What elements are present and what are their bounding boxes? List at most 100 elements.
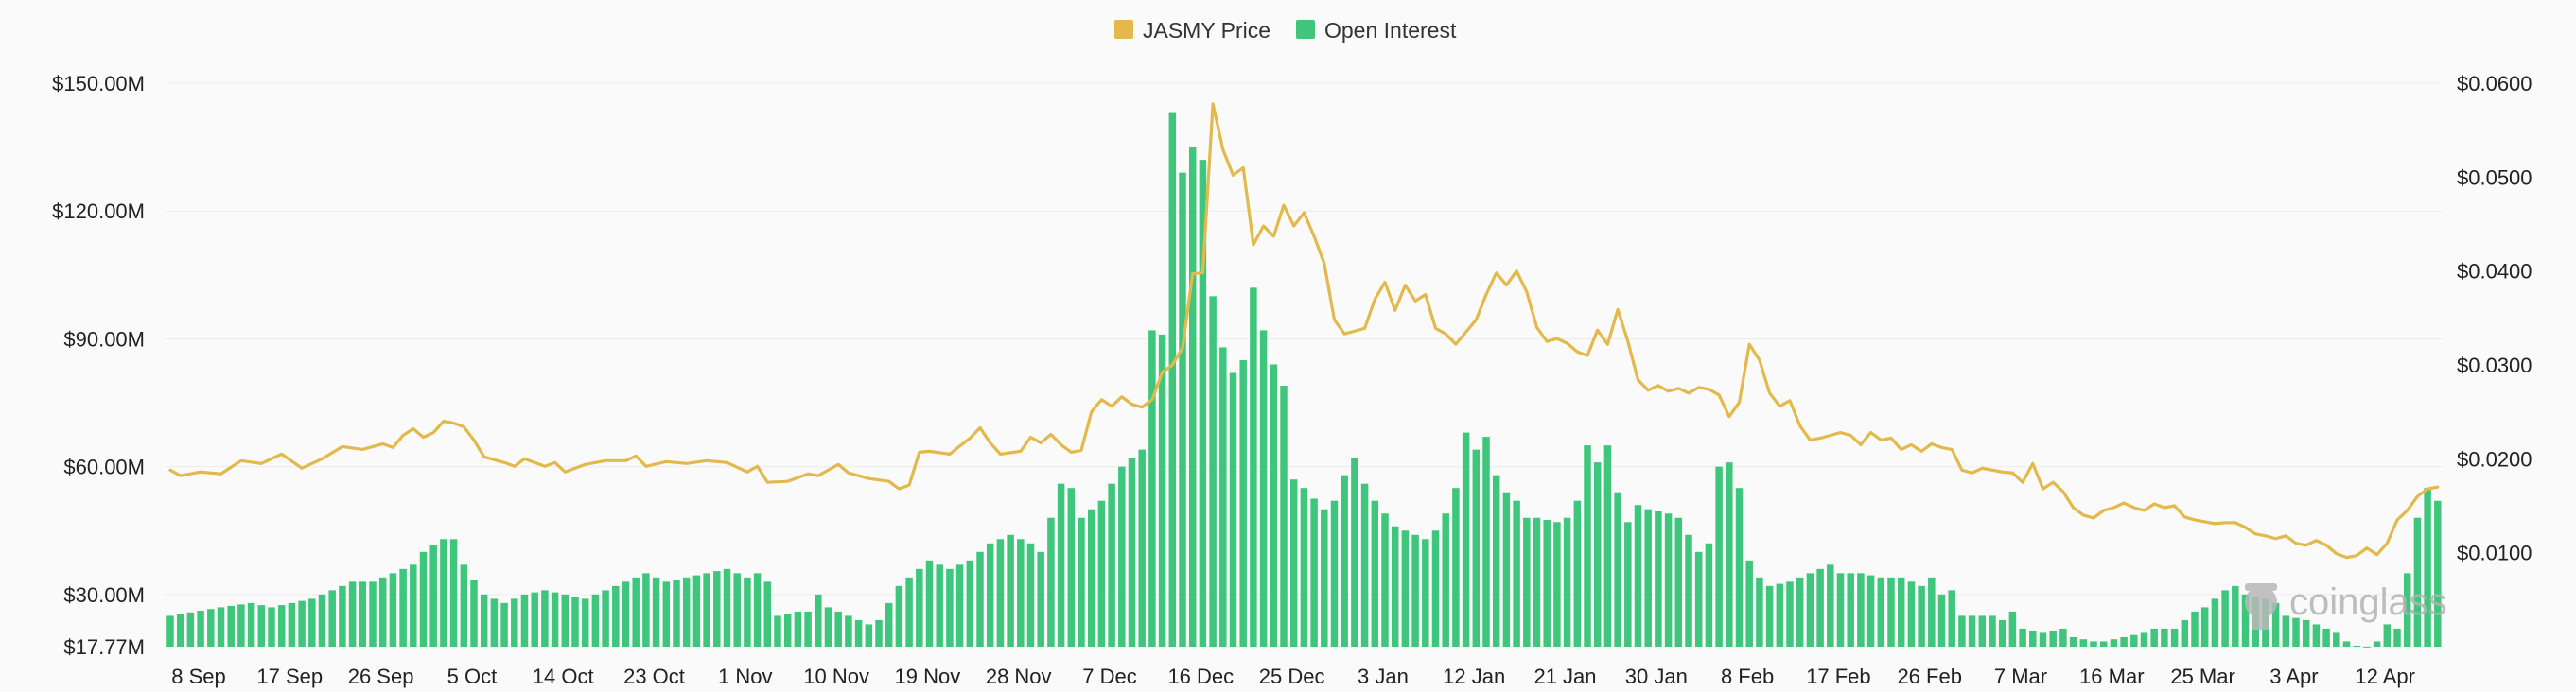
oi-bar[interactable] (197, 611, 204, 647)
oi-bar[interactable] (1928, 577, 1936, 647)
oi-bar[interactable] (419, 551, 428, 647)
oi-bar[interactable] (1796, 577, 1804, 647)
oi-bar[interactable] (662, 581, 671, 647)
oi-bar[interactable] (1148, 330, 1156, 647)
oi-bar[interactable] (1543, 520, 1551, 647)
oi-bar[interactable] (824, 607, 832, 647)
oi-bar[interactable] (1603, 445, 1612, 647)
oi-bar[interactable] (1786, 581, 1794, 647)
oi-bar[interactable] (2181, 619, 2189, 647)
oi-bar[interactable] (1138, 449, 1146, 647)
oi-bar[interactable] (1705, 543, 1713, 647)
oi-bar[interactable] (571, 597, 579, 647)
oi-bar[interactable] (328, 590, 336, 647)
oi-bar[interactable] (268, 607, 275, 647)
oi-bar[interactable] (2200, 607, 2209, 647)
oi-bar[interactable] (2353, 645, 2360, 647)
oi-bar[interactable] (581, 598, 589, 647)
oi-bar[interactable] (207, 609, 215, 647)
oi-bar[interactable] (1239, 359, 1247, 647)
oi-bar[interactable] (288, 602, 296, 647)
oi-bar[interactable] (936, 564, 943, 647)
oi-bar[interactable] (2211, 598, 2219, 647)
oi-bar[interactable] (1078, 517, 1085, 647)
oi-bar[interactable] (622, 581, 630, 647)
oi-bar[interactable] (885, 602, 893, 647)
oi-bar[interactable] (2161, 628, 2168, 647)
oi-bar[interactable] (1087, 509, 1095, 647)
oi-bar[interactable] (2140, 632, 2148, 647)
oi-bar[interactable] (2069, 636, 2077, 647)
oi-bar[interactable] (845, 615, 852, 647)
oi-bar[interactable] (410, 564, 417, 647)
oi-bar[interactable] (1381, 513, 1389, 647)
oi-bar[interactable] (682, 577, 691, 647)
oi-bar[interactable] (1026, 543, 1035, 647)
oi-bar[interactable] (2079, 639, 2088, 647)
oi-bar[interactable] (2120, 636, 2128, 647)
oi-bar[interactable] (1776, 583, 1784, 647)
oi-bar[interactable] (2322, 628, 2330, 647)
oi-bar[interactable] (875, 619, 883, 647)
oi-bar[interactable] (895, 585, 903, 647)
oi-bar[interactable] (1300, 488, 1308, 647)
oi-bar[interactable] (1391, 526, 1399, 647)
oi-bar[interactable] (591, 594, 600, 647)
oi-bar[interactable] (1411, 534, 1419, 647)
oi-bar[interactable] (1553, 522, 1561, 647)
oi-bar[interactable] (520, 594, 529, 647)
oi-bar[interactable] (2029, 631, 2037, 647)
oi-bar[interactable] (1321, 509, 1328, 647)
oi-bar[interactable] (1017, 539, 1025, 647)
oi-bar[interactable] (834, 611, 842, 647)
oi-bar[interactable] (1897, 577, 1905, 647)
oi-bar[interactable] (1726, 462, 1733, 647)
oi-bar[interactable] (1685, 534, 1692, 647)
oi-bar[interactable] (1280, 386, 1288, 647)
oi-bar[interactable] (1745, 560, 1753, 647)
oi-bar[interactable] (2059, 628, 2067, 647)
oi-bar[interactable] (1199, 160, 1207, 647)
oi-bar[interactable] (257, 605, 266, 647)
oi-bar[interactable] (480, 594, 488, 647)
oi-bar[interactable] (2363, 646, 2371, 648)
oi-bar[interactable] (1067, 488, 1076, 647)
oi-bar[interactable] (1513, 500, 1520, 647)
oi-bar[interactable] (1502, 492, 1511, 647)
oi-bar[interactable] (1887, 577, 1895, 647)
oi-bar[interactable] (1765, 585, 1774, 647)
oi-bar[interactable] (2413, 517, 2422, 647)
oi-bar[interactable] (723, 568, 731, 647)
oi-bar[interactable] (541, 590, 549, 647)
oi-bar[interactable] (1978, 615, 1987, 647)
oi-bar[interactable] (1735, 488, 1744, 647)
oi-bar[interactable] (1715, 466, 1723, 647)
oi-bar[interactable] (1998, 619, 2006, 647)
oi-bar[interactable] (2049, 631, 2057, 647)
oi-bar[interactable] (1310, 498, 1318, 647)
oi-bar[interactable] (429, 545, 437, 647)
oi-bar[interactable] (815, 594, 822, 647)
oi-bar[interactable] (490, 598, 499, 647)
oi-bar[interactable] (916, 568, 923, 647)
oi-bar[interactable] (1593, 462, 1602, 647)
oi-bar[interactable] (1057, 483, 1065, 647)
oi-bar[interactable] (966, 560, 974, 647)
oi-bar[interactable] (1462, 432, 1470, 647)
oi-bar[interactable] (1866, 575, 1875, 647)
oi-bar[interactable] (1259, 330, 1268, 647)
oi-bar[interactable] (1047, 517, 1055, 647)
oi-bar[interactable] (1756, 577, 1763, 647)
oi-bar[interactable] (2373, 641, 2381, 647)
oi-bar[interactable] (1624, 522, 1632, 647)
oi-bar[interactable] (2383, 624, 2392, 647)
oi-bar[interactable] (551, 592, 559, 647)
oi-bar[interactable] (703, 573, 710, 647)
oi-bar[interactable] (440, 539, 447, 647)
oi-bar[interactable] (389, 573, 397, 647)
oi-bar[interactable] (2110, 639, 2118, 647)
oi-bar[interactable] (1533, 517, 1541, 647)
oi-bar[interactable] (2130, 634, 2138, 647)
oi-bar[interactable] (794, 611, 802, 647)
oi-bar[interactable] (2403, 573, 2411, 647)
